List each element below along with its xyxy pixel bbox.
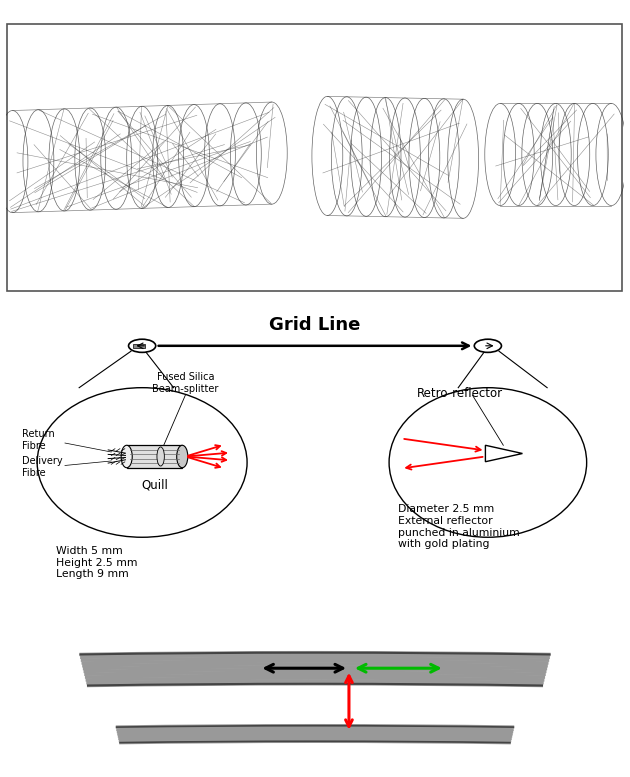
Ellipse shape (121, 445, 132, 468)
Circle shape (474, 340, 501, 353)
Text: Width 5 mm
Height 2.5 mm
Length 9 mm: Width 5 mm Height 2.5 mm Length 9 mm (55, 546, 137, 580)
Circle shape (129, 340, 156, 353)
Text: Return
Fibre: Return Fibre (21, 429, 54, 451)
Text: Quill: Quill (141, 478, 168, 491)
Ellipse shape (157, 447, 164, 466)
Text: Delivery
Fibre: Delivery Fibre (21, 456, 62, 478)
Text: Diameter 2.5 mm
External reflector
punched in aluminium
with gold plating: Diameter 2.5 mm External reflector punch… (398, 504, 520, 549)
Text: Fused Silica
Beam-splitter: Fused Silica Beam-splitter (152, 372, 219, 394)
Text: Grid Line: Grid Line (269, 316, 361, 334)
Text: Retro-reflector: Retro-reflector (417, 387, 503, 400)
Bar (127, 445, 182, 468)
Bar (133, 343, 146, 348)
Ellipse shape (176, 445, 188, 468)
